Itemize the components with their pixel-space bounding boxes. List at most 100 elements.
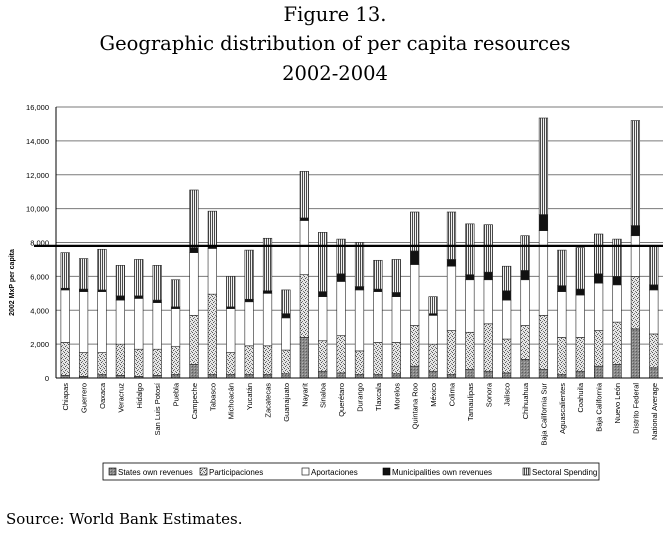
bar-segment-participaciones (612, 321, 622, 365)
bar-segment-participaciones (336, 335, 346, 374)
bar-segment-aportaciones (318, 296, 328, 342)
bar-segment-sectoral-spending (538, 117, 549, 215)
bar-segment-sectoral-spending (410, 211, 420, 252)
bar-segment-states-own-revenues (446, 374, 457, 379)
bar-segment-states-own-revenues (299, 337, 309, 379)
bar-segment-municipalities-own-revenues (189, 247, 199, 253)
x-tick-label: Guanajuato (282, 383, 291, 422)
bar-segment-aportaciones (97, 291, 107, 353)
bar-segment-participaciones (630, 276, 641, 330)
bar-segment-states-own-revenues (428, 370, 438, 379)
x-tick-label: Querétaro (337, 383, 346, 417)
bar-segment-participaciones (391, 342, 401, 375)
chart: 0 2,000 4,000 6,000 8,000 10,000 12,000 14,000 1… (9, 103, 663, 481)
x-tick-label: Yucatán (245, 383, 254, 410)
bar-segment-states-own-revenues (189, 364, 199, 379)
bar-segment-municipalities-own-revenues (336, 273, 346, 282)
bar-segment-aportaciones (78, 291, 89, 353)
legend-swatch (199, 467, 208, 476)
x-tick-label: Michoacán (227, 383, 236, 419)
bar-segment-aportaciones (262, 293, 273, 347)
bar-segment-municipalities-own-revenues (318, 291, 328, 297)
bar-segment-states-own-revenues (373, 374, 383, 379)
x-tick-label: Sinaloa (319, 382, 328, 408)
bar-segment-sectoral-spending (465, 223, 475, 275)
y-axis-title: 2002 MxP per capita (9, 249, 16, 316)
bar-segment-municipalities-own-revenues (115, 295, 125, 301)
bar-segment-states-own-revenues (336, 372, 346, 379)
bar-segment-aportaciones (207, 248, 217, 295)
legend-swatch (382, 467, 391, 476)
bar-segment-sectoral-spending (630, 120, 641, 226)
bar-segment-sectoral-spending (557, 249, 567, 286)
bar-segment-aportaciones (446, 265, 457, 331)
x-tick-label: San Luis Potosí (153, 382, 162, 435)
x-tick-label: México (429, 383, 438, 407)
bar-segment-participaciones (78, 352, 89, 377)
legend-swatch (301, 467, 310, 476)
bar-segment-states-own-revenues (391, 373, 401, 379)
bar-segment-aportaciones (152, 302, 162, 350)
x-tick-label: Hidalgo (135, 383, 144, 408)
bar-segment-states-own-revenues (465, 369, 475, 379)
bar-segment-aportaciones (299, 220, 309, 275)
bar-segment-participaciones (152, 348, 162, 376)
bar-segment-sectoral-spending (336, 238, 346, 275)
x-tick-label: Tabasco (208, 383, 217, 411)
y-tick-label: 10,000 (26, 205, 49, 214)
bar-segment-sectoral-spending (97, 248, 107, 291)
bar-segment-sectoral-spending (281, 289, 291, 314)
bar-segment-sectoral-spending (152, 265, 162, 301)
bar-segment-participaciones (299, 274, 309, 338)
x-tick-label: Nayarit (300, 382, 309, 407)
bar-segment-participaciones (170, 346, 181, 375)
bar-segment-states-own-revenues (318, 370, 328, 379)
bar-segment-municipalities-own-revenues (354, 286, 365, 291)
bar-segment-participaciones (520, 325, 530, 360)
y-tick-label: 2,000 (30, 340, 49, 349)
bar-segment-participaciones (410, 325, 420, 367)
bar-segment-municipalities-own-revenues (446, 259, 457, 267)
bar-segment-participaciones (649, 333, 659, 369)
legend-swatch (522, 467, 531, 476)
bar-segment-states-own-revenues (557, 374, 567, 379)
bar-segment-aportaciones (428, 315, 438, 345)
bar-segment-municipalities-own-revenues (502, 290, 512, 301)
bar-segment-sectoral-spending (483, 224, 493, 273)
bar-segment-aportaciones (336, 281, 346, 336)
x-tick-label: Morelos (392, 383, 401, 410)
x-tick-label: Chihuahua (521, 382, 530, 419)
x-tick-label: National Average (650, 383, 659, 440)
bar-segment-sectoral-spending (170, 279, 181, 308)
bar-segment-states-own-revenues (630, 328, 641, 379)
bar-segment-aportaciones (170, 308, 181, 347)
bar-segment-sectoral-spending (318, 232, 328, 292)
bar-segment-municipalities-own-revenues (410, 250, 420, 265)
legend-label: Aportaciones (311, 468, 358, 477)
source-note: Source: World Bank Estimates. (6, 510, 243, 528)
bar-segment-sectoral-spending (226, 276, 236, 308)
x-tick-label: Quintana Roo (411, 383, 420, 429)
bar-segment-states-own-revenues (502, 372, 512, 379)
bar-segment-participaciones (502, 338, 512, 374)
x-tick-label: Oaxaca (98, 382, 107, 409)
bar-segment-aportaciones (612, 284, 622, 323)
bar-segment-aportaciones (538, 230, 549, 316)
bar-segment-participaciones (428, 343, 438, 372)
bar-segment-participaciones (134, 348, 144, 377)
bar-segment-states-own-revenues (520, 359, 530, 379)
bar-segment-participaciones (189, 315, 199, 365)
bar-segment-sectoral-spending (612, 238, 622, 277)
bar-segment-sectoral-spending (115, 265, 125, 297)
y-tick-label: 12,000 (26, 171, 49, 180)
bar-segment-municipalities-own-revenues (594, 273, 604, 284)
bar-segment-states-own-revenues (244, 374, 254, 379)
x-tick-label: Aguascalientes (558, 383, 567, 434)
legend-label: Sectoral Spending (532, 468, 597, 477)
x-tick-label: Jalisco (503, 383, 512, 406)
bar-segment-states-own-revenues (207, 374, 217, 379)
bar-segment-sectoral-spending (446, 211, 457, 260)
bar-segment-aportaciones (373, 291, 383, 343)
bar-segment-states-own-revenues (226, 374, 236, 379)
bar-segment-states-own-revenues (649, 367, 659, 379)
